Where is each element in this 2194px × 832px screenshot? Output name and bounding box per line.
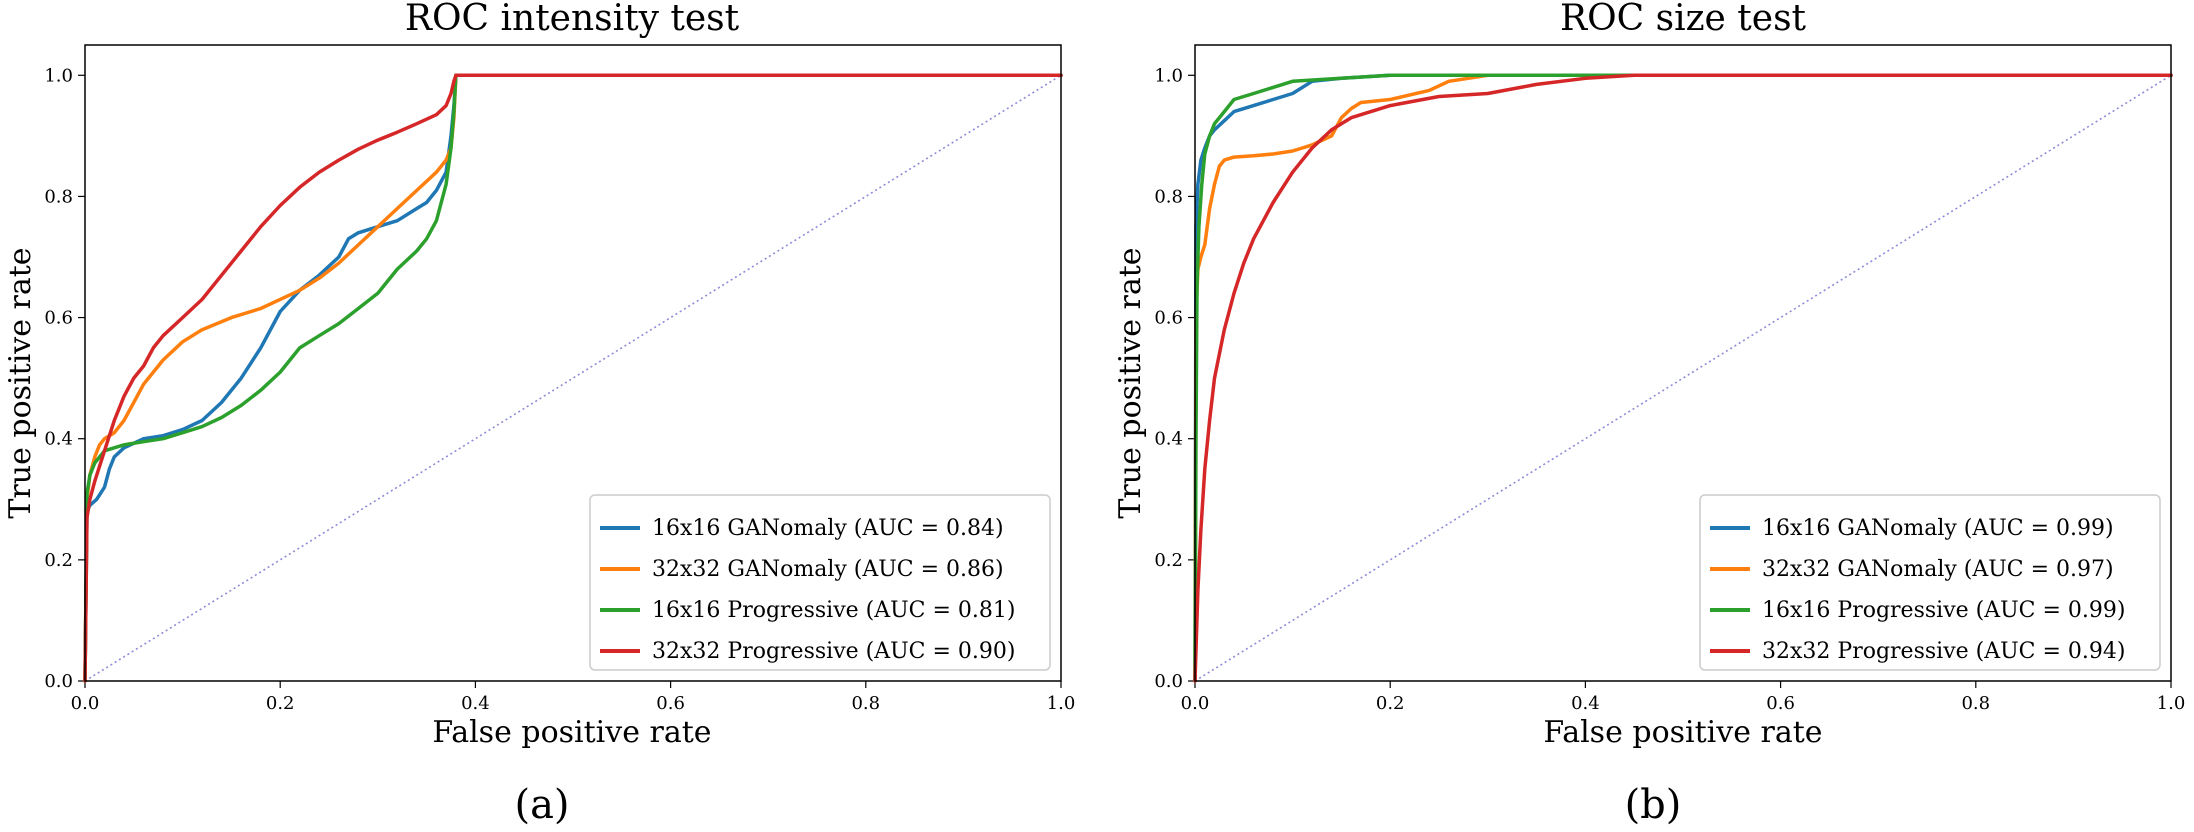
x-tick-label: 0.0: [71, 693, 100, 714]
y-tick-label: 0.6: [44, 308, 73, 329]
chart-title: ROC size test: [1560, 0, 1807, 39]
legend-label: 32x32 Progressive (AUC = 0.90): [652, 639, 1015, 664]
panel-caption: (b): [1625, 782, 1682, 828]
series-line-orange: [1193, 73, 2173, 683]
y-tick-label: 0.2: [44, 550, 73, 571]
plot-area: [83, 73, 1063, 683]
x-tick-label: 0.2: [1376, 693, 1405, 714]
legend-label: 32x32 GANomaly (AUC = 0.97): [1762, 557, 2114, 582]
x-tick-label: 0.2: [266, 693, 295, 714]
ticks-group: 0.0 0.2 0.4 0.6 0.8 1.0 0.0 0.2 0.4 0.6 0.8 1.0: [1154, 65, 2185, 714]
y-tick-label: 0.4: [1154, 429, 1183, 450]
chance-diagonal-line: [1194, 74, 2172, 682]
plot-area: [1193, 73, 2173, 683]
legend-box: [1699, 494, 2161, 671]
panel-intensity: ROC intensity test False positive rate T…: [3, 0, 1075, 828]
axes-frame: [1194, 44, 2172, 682]
series-line-orange: [83, 73, 1063, 683]
y-tick-label: 0.8: [1154, 186, 1183, 207]
y-tick-label: 0.8: [44, 186, 73, 207]
x-tick-label: 1.0: [1047, 693, 1076, 714]
legend: 16x16 GANomaly (AUC = 0.84) 32x32 GANomal…: [589, 494, 1051, 671]
x-tick-label: 0.0: [1181, 693, 1210, 714]
y-tick-label: 0.0: [1154, 671, 1183, 692]
legend-label: 16x16 GANomaly (AUC = 0.84): [652, 516, 1004, 541]
y-axis-label: True positive rate: [3, 247, 38, 518]
y-tick-label: 1.0: [44, 65, 73, 86]
x-tick-label: 0.6: [656, 693, 685, 714]
series-line-red: [83, 73, 1063, 683]
ticks-group: 0.0 0.2 0.4 0.6 0.8 1.0 0.0 0.2 0.4 0.6 0.8 1.0: [44, 65, 1075, 714]
legend-box: [589, 494, 1051, 671]
series-line-green: [1193, 73, 2173, 683]
x-tick-label: 0.4: [1571, 693, 1600, 714]
x-axis-label: False positive rate: [432, 715, 711, 750]
x-axis-label: False positive rate: [1543, 715, 1822, 750]
legend-label: 32x32 GANomaly (AUC = 0.86): [652, 557, 1004, 582]
legend: 16x16 GANomaly (AUC = 0.99) 32x32 GANomal…: [1699, 494, 2161, 671]
y-tick-label: 0.2: [1154, 550, 1183, 571]
series-line-red: [1193, 73, 2173, 683]
axes-frame: [84, 44, 1062, 682]
y-tick-label: 0.4: [44, 429, 73, 450]
chart-title: ROC intensity test: [405, 0, 740, 39]
y-tick-label: 1.0: [1154, 65, 1183, 86]
legend-label: 16x16 GANomaly (AUC = 0.99): [1762, 516, 2114, 541]
legend-label: 16x16 Progressive (AUC = 0.99): [1762, 598, 2125, 623]
series-line-blue: [83, 73, 1063, 683]
y-axis-label: True positive rate: [1113, 247, 1148, 518]
x-tick-label: 0.8: [851, 693, 880, 714]
legend-label: 16x16 Progressive (AUC = 0.81): [652, 598, 1015, 623]
x-tick-label: 0.4: [461, 693, 490, 714]
x-tick-label: 1.0: [2157, 693, 2186, 714]
legend-label: 32x32 Progressive (AUC = 0.94): [1762, 639, 2125, 664]
series-line-green: [83, 73, 1063, 683]
y-tick-label: 0.6: [1154, 308, 1183, 329]
panel-caption: (a): [514, 782, 569, 828]
y-tick-label: 0.0: [44, 671, 73, 692]
panel-size: ROC size test False positive rate True p…: [1113, 0, 2185, 828]
x-tick-label: 0.6: [1766, 693, 1795, 714]
x-tick-label: 0.8: [1961, 693, 1990, 714]
chance-diagonal-line: [84, 74, 1062, 682]
